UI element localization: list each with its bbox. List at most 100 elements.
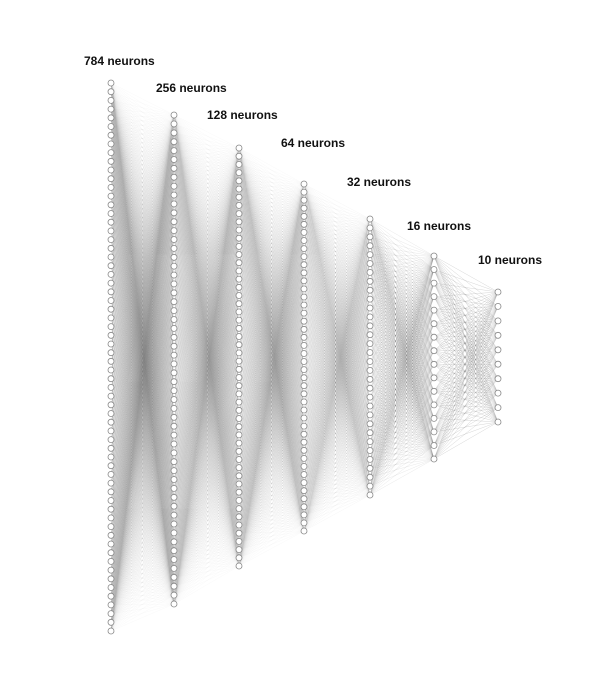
layer-784-nodes: [107, 79, 115, 635]
neuron-node: [107, 453, 115, 461]
neuron-node: [366, 420, 374, 428]
neuron-node: [107, 88, 115, 96]
neuron-node: [235, 529, 243, 537]
neuron-node: [366, 429, 374, 437]
neuron-node: [107, 618, 115, 626]
neuron-node: [366, 286, 374, 294]
neuron-node: [300, 301, 308, 309]
neuron-node: [235, 333, 243, 340]
neuron-node: [107, 183, 115, 191]
neuron-node: [235, 300, 243, 308]
neuron-node: [300, 245, 308, 253]
neuron-node: [170, 129, 178, 137]
neuron-node: [170, 298, 178, 306]
neuron-node: [107, 97, 115, 104]
layer-10-nodes: [494, 288, 502, 426]
neuron-node: [170, 520, 178, 528]
neuron-node: [107, 558, 115, 565]
neuron-node: [366, 375, 374, 383]
neuron-node: [430, 442, 438, 449]
neuron-node: [235, 226, 243, 234]
neuron-node: [235, 210, 243, 218]
neuron-node: [366, 268, 374, 276]
neuron-node: [107, 210, 115, 217]
neuron-node: [235, 144, 243, 152]
neuron-nodes: [107, 79, 502, 635]
neuron-node: [107, 531, 115, 539]
neuron-node: [107, 123, 115, 130]
neuron-node: [170, 449, 178, 457]
neuron-node: [170, 209, 178, 217]
neuron-node: [494, 331, 502, 339]
neuron-node: [107, 175, 115, 183]
neuron-node: [300, 390, 308, 398]
neuron-node: [300, 519, 308, 527]
neuron-node: [494, 404, 502, 412]
neuron-node: [235, 341, 243, 349]
neuron-node: [170, 396, 178, 403]
neuron-node: [300, 430, 308, 438]
neuron-node: [235, 185, 243, 193]
neuron-node: [170, 573, 178, 581]
neuron-node: [235, 472, 243, 480]
neuron-node: [107, 357, 115, 365]
neuron-node: [366, 224, 374, 232]
neuron-node: [235, 464, 243, 472]
neuron-node: [170, 342, 178, 350]
neuron-node: [300, 479, 308, 487]
neuron-node: [107, 514, 115, 522]
neuron-node: [107, 227, 115, 235]
layer-128-nodes: [235, 144, 243, 570]
neuron-node: [235, 357, 243, 365]
neuron-node: [300, 462, 308, 470]
neuron-node: [366, 233, 374, 241]
neuron-node: [170, 360, 178, 368]
neuron-node: [170, 271, 178, 279]
neuron-node: [170, 156, 178, 163]
neuron-node: [300, 269, 308, 277]
edges-layer-5-to-6: [433, 255, 499, 460]
neuron-node: [366, 260, 374, 267]
neuron-node: [107, 418, 115, 426]
neuron-node: [494, 375, 502, 383]
neuron-node: [107, 584, 115, 591]
neuron-node: [494, 389, 502, 397]
neuron-node: [430, 320, 438, 328]
neuron-node: [366, 402, 374, 410]
neuron-node: [107, 566, 115, 574]
neuron-node: [300, 527, 308, 535]
neuron-node: [235, 234, 243, 242]
neuron-node: [170, 316, 178, 323]
neuron-node: [300, 277, 308, 285]
neuron-node: [170, 111, 178, 119]
neuron-node: [366, 447, 374, 454]
edges-layer-1-to-2: [173, 114, 240, 605]
neuron-node: [235, 169, 243, 177]
neuron-node: [170, 147, 178, 155]
neuron-node: [170, 387, 178, 395]
neuron-node: [170, 333, 178, 341]
neuron-node: [170, 351, 178, 359]
layer-label-128: 128 neurons: [207, 108, 278, 122]
neuron-node: [430, 279, 438, 287]
neuron-node: [107, 105, 115, 113]
neuron-node: [430, 374, 438, 382]
neuron-node: [235, 398, 243, 406]
neuron-node: [170, 404, 178, 412]
neuron-node: [170, 236, 178, 243]
neuron-node: [366, 251, 374, 259]
neuron-node: [170, 431, 178, 439]
neuron-node: [300, 511, 308, 519]
edges-layer-0-to-1: [110, 82, 175, 632]
neuron-node: [300, 196, 308, 204]
neuron-node: [366, 411, 374, 419]
neuron-node: [300, 341, 308, 349]
neuron-node: [494, 346, 502, 354]
neuron-node: [300, 261, 308, 269]
neuron-node: [107, 601, 115, 609]
neuron-node: [107, 383, 115, 391]
neuron-node: [300, 422, 308, 430]
neuron-node: [107, 201, 115, 209]
neuron-node: [430, 347, 438, 355]
